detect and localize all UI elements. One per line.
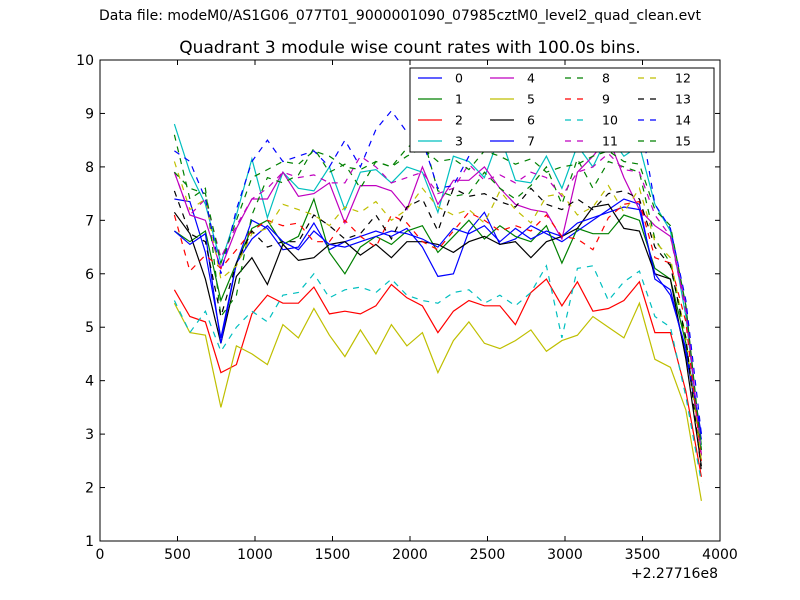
axes-layer: 0 500 1000 1500 2000 2500 3000 3500 400012345678…: [76, 53, 738, 563]
legend-label-0: 0: [455, 71, 463, 86]
series-8-line: [173, 133, 702, 456]
legend-label-2: 2: [455, 113, 463, 128]
series-10-line: [173, 264, 702, 483]
y-tick-label: 10: [76, 53, 94, 69]
y-tick-label: 1: [85, 534, 94, 550]
series-5-line: [173, 301, 702, 502]
chart-title: Quadrant 3 module wise count rates with …: [179, 38, 640, 58]
data-file-title: Data file: modeM0/AS1G06_077T01_90000010…: [99, 8, 701, 24]
y-tick-label: 3: [85, 427, 94, 443]
y-tick-label: 4: [85, 374, 94, 390]
y-tick-label: 5: [85, 320, 94, 336]
legend-label-15: 15: [675, 134, 691, 149]
legend-label-4: 4: [527, 71, 535, 86]
y-tick-label: 7: [85, 213, 94, 229]
legend-label-3: 3: [455, 134, 463, 149]
x-tick-label: 3500: [625, 547, 661, 563]
legend-label-6: 6: [527, 113, 535, 128]
legend-label-1: 1: [455, 92, 463, 107]
legend-box: [409, 67, 715, 153]
legend-label-8: 8: [602, 71, 610, 86]
series-0-line: [174, 198, 702, 440]
y-tick-label: 6: [85, 267, 94, 283]
x-tick-label: 1500: [315, 547, 351, 563]
legend-label-14: 14: [675, 113, 691, 128]
x-tick-label: 2000: [392, 547, 428, 563]
x-tick-label: 2500: [470, 547, 506, 563]
x-offset-label: +2.27716e8: [631, 566, 718, 582]
series-2-line: [173, 278, 702, 478]
series-6-line: [173, 203, 702, 467]
legend-label-10: 10: [602, 113, 618, 128]
x-tick-label: 1000: [237, 547, 273, 563]
series-12-line: [173, 161, 702, 461]
legend-label-11: 11: [602, 134, 618, 149]
series-13-line: [173, 187, 702, 472]
series-11-line: [173, 152, 702, 456]
series-9-line: [173, 200, 702, 461]
x-tick-label: 3000: [547, 547, 583, 563]
legend-label-9: 9: [602, 92, 610, 107]
series-15-line: [173, 147, 702, 451]
series-7-line: [174, 206, 702, 435]
series-1-line: [174, 197, 702, 445]
legend-label-13: 13: [675, 92, 691, 107]
series-4-line: [173, 136, 702, 456]
legend-label-12: 12: [675, 71, 691, 86]
x-tick-label: 4000: [702, 547, 738, 563]
legend-label-7: 7: [527, 134, 535, 149]
legend-label-5: 5: [527, 92, 535, 107]
y-tick-label: 8: [85, 160, 94, 176]
x-tick-label: 0: [96, 547, 105, 563]
x-tick-label: 500: [164, 547, 191, 563]
y-tick-label: 2: [85, 481, 94, 497]
y-tick-label: 9: [85, 106, 94, 122]
series-14-line: [174, 87, 702, 435]
